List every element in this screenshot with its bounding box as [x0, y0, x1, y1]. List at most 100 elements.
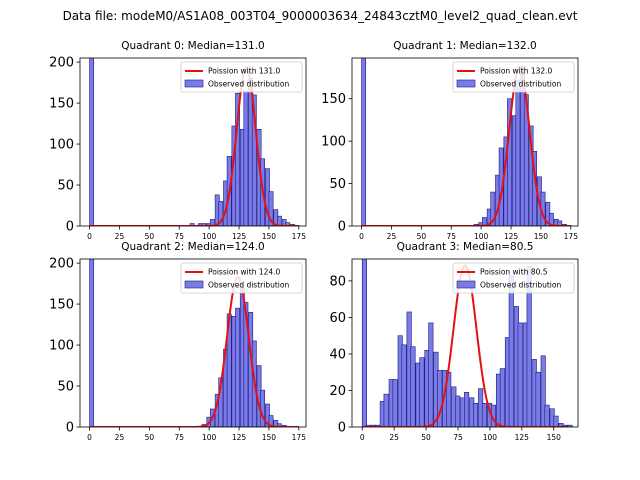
x-tick-label: 150	[262, 433, 277, 442]
histogram-bar	[89, 58, 95, 226]
poisson-fit-line	[361, 66, 571, 226]
histogram-bar	[455, 395, 461, 427]
histogram-bar	[428, 322, 434, 427]
x-tick-label: 50	[421, 433, 431, 442]
axes-frame	[79, 258, 307, 428]
y-tick-label: 0	[66, 421, 74, 436]
histogram-bar	[361, 58, 367, 226]
x-tick-label: 125	[504, 232, 519, 241]
quadrant-2-chart: Quadrant 2: Median=124.0 0 25 50 75 100 125 150…	[49, 241, 307, 442]
axes-frame	[351, 57, 579, 227]
legend-bar-swatch	[184, 79, 204, 88]
histogram-bar	[285, 222, 291, 226]
x-tick-label: 50	[145, 232, 155, 241]
x-tick-label: 25	[115, 433, 125, 442]
histogram-bar	[89, 259, 95, 427]
legend-frame	[180, 61, 303, 93]
legend: Poission with 80.5 Observed distribution	[452, 262, 575, 294]
quadrant-0-chart: Quadrant 0: Median=131.0 0 25 50 75 100 125 150…	[49, 40, 307, 241]
histogram-bar	[507, 98, 512, 226]
x-tick-label: 125	[515, 433, 530, 442]
y-tick-label: 80	[329, 274, 346, 289]
histogram-bar	[567, 424, 573, 427]
y-tick-label: 100	[321, 135, 346, 150]
y-tick-label: 0	[338, 220, 346, 235]
chart-title: Quadrant 0: Median=131.0	[121, 40, 264, 52]
x-tick-label: 0	[87, 433, 92, 442]
plot-area	[361, 58, 571, 226]
plot-area	[361, 259, 573, 427]
y-tick-label: 100	[49, 138, 74, 153]
y-tick-label: 150	[49, 298, 74, 313]
histogram-bar	[383, 393, 389, 427]
x-tick-label: 150	[547, 433, 562, 442]
histogram-bar	[517, 322, 523, 427]
histogram-bar	[361, 259, 367, 427]
histogram-bar	[401, 344, 407, 427]
histogram-bar	[437, 370, 443, 427]
x-tick-label: 0	[360, 433, 365, 442]
chart-title: Quadrant 2: Median=124.0	[121, 241, 264, 253]
histogram-bar	[260, 389, 266, 427]
x-tick-label: 75	[174, 433, 184, 442]
x-tick-label: 25	[387, 232, 397, 241]
x-tick-label: 50	[417, 232, 427, 241]
histogram-bar	[472, 402, 479, 427]
chart-title: Quadrant 1: Median=132.0	[393, 40, 536, 52]
histogram-bar	[218, 201, 224, 226]
x-tick-label: 75	[453, 433, 463, 442]
y-tick-label: 20	[329, 384, 346, 399]
x-tick-label: 100	[483, 433, 498, 442]
x-tick-label: 175	[292, 232, 307, 241]
legend-frame	[180, 262, 303, 294]
histogram-bar	[419, 357, 425, 427]
plot-area	[89, 58, 299, 226]
histogram-bar	[210, 219, 215, 226]
legend-bar-swatch	[456, 79, 476, 88]
y-tick-label: 0	[338, 421, 346, 436]
histogram-bar	[410, 346, 416, 427]
y-tick-label: 50	[329, 177, 346, 192]
histogram-bar	[544, 404, 550, 427]
histogram-bar	[235, 307, 240, 427]
x-tick-label: 125	[232, 232, 247, 241]
y-tick-label: 150	[321, 92, 346, 107]
histogram-bar	[392, 379, 398, 427]
x-tick-label: 0	[359, 232, 364, 241]
histogram-bar	[243, 90, 249, 226]
y-tick-label: 150	[49, 97, 74, 112]
y-tick-label: 50	[57, 380, 74, 395]
y-tick-label: 50	[57, 179, 74, 194]
histogram-bar	[508, 275, 514, 427]
legend: Poission with 124.0 Observed distribution	[180, 262, 303, 294]
histogram-bar	[515, 79, 521, 226]
legend-label-fit: Poission with 80.5	[480, 268, 548, 277]
y-tick-label: 100	[49, 339, 74, 354]
histogram-bar	[481, 402, 488, 427]
x-tick-label: 175	[564, 232, 579, 241]
legend-bar-swatch	[184, 280, 204, 289]
histogram-bar	[557, 220, 563, 226]
y-tick-label: 200	[49, 257, 74, 272]
legend-label-fit: Poission with 132.0	[480, 67, 553, 76]
x-tick-label: 75	[446, 232, 456, 241]
legend-label-fit: Poission with 131.0	[208, 67, 281, 76]
histogram-bar	[499, 368, 505, 427]
x-tick-label: 125	[232, 433, 247, 442]
figure-suptitle: Data file: modeM0/AS1A08_003T04_90000036…	[63, 9, 578, 23]
axes-frame	[351, 258, 579, 428]
x-tick-label: 75	[174, 232, 184, 241]
histogram-bar	[276, 423, 282, 427]
x-tick-label: 100	[202, 433, 217, 442]
histogram-bar	[535, 371, 541, 427]
histogram-bar	[540, 355, 546, 427]
legend-frame	[452, 262, 575, 294]
x-tick-label: 175	[292, 433, 307, 442]
legend-label-observed: Observed distribution	[480, 281, 561, 290]
x-tick-label: 25	[115, 232, 125, 241]
quadrant-1-chart: Quadrant 1: Median=132.0 0 25 50 75 100 125 150…	[321, 40, 579, 241]
x-tick-label: 100	[474, 232, 489, 241]
y-tick-label: 0	[66, 220, 74, 235]
histogram-bar	[268, 191, 274, 226]
